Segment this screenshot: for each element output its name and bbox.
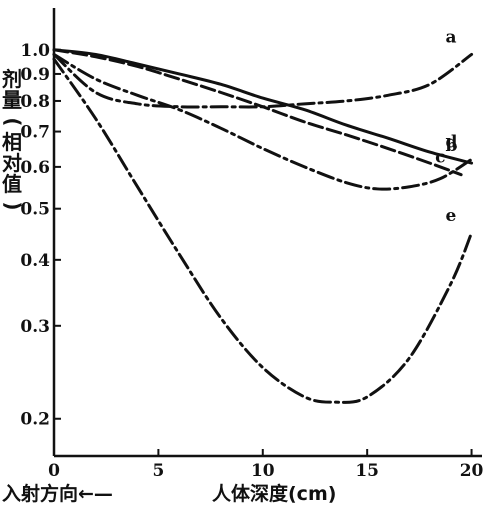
y-tick-label: 0.3 bbox=[20, 317, 50, 337]
x-tick-label: 20 bbox=[460, 461, 484, 481]
x-tick-label: 15 bbox=[355, 461, 379, 481]
series-e-label: e bbox=[446, 206, 457, 226]
y-axis-label-char: 值 bbox=[2, 172, 22, 196]
y-tick-label: 0.4 bbox=[20, 251, 50, 271]
series-d-label: d bbox=[446, 132, 458, 152]
y-axis-label-char: 对 bbox=[2, 151, 22, 175]
y-tick-label: 0.8 bbox=[20, 92, 50, 112]
y-axis-label-char: 相 bbox=[2, 130, 22, 154]
y-axis-label-char: 量 bbox=[2, 88, 22, 112]
series-c-label: c bbox=[435, 148, 445, 168]
axis-ticks: 0 5 10 15 20 1.0 0.9 0.8 0.7 0.6 0.5 0.4 0.3 0.2 bbox=[20, 41, 483, 481]
series-a-label: a bbox=[446, 27, 457, 47]
y-tick-label: 1.0 bbox=[20, 41, 50, 61]
x-tick-label: 0 bbox=[48, 461, 60, 481]
y-tick-label: 0.9 bbox=[20, 65, 50, 85]
y-tick-label: 0.7 bbox=[20, 123, 50, 143]
series-d-line bbox=[52, 52, 474, 191]
series-b-label: b bbox=[446, 136, 458, 156]
series-c-line bbox=[52, 48, 463, 177]
y-axis-label-char: ( bbox=[1, 117, 25, 126]
y-tick-label: 0.6 bbox=[20, 158, 50, 178]
series-e-line bbox=[52, 57, 474, 404]
y-axis-label-char: ) bbox=[1, 201, 25, 210]
y-tick-label: 0.5 bbox=[20, 200, 50, 220]
y-axis-label-char: 剂 bbox=[2, 67, 22, 91]
series-b-line bbox=[52, 48, 474, 165]
y-tick-label: 0.2 bbox=[20, 410, 50, 430]
x-axis-label: 人体深度(cm) bbox=[212, 482, 336, 505]
series-layer bbox=[52, 48, 474, 404]
curve-labels: a bcd e bbox=[435, 27, 457, 225]
x-tick-label: 5 bbox=[152, 461, 164, 481]
x-tick-label: 10 bbox=[251, 461, 275, 481]
incident-direction-label: 入射方向←— bbox=[2, 482, 113, 505]
y-axis-label: 剂量 ( 相对值) bbox=[1, 67, 25, 211]
